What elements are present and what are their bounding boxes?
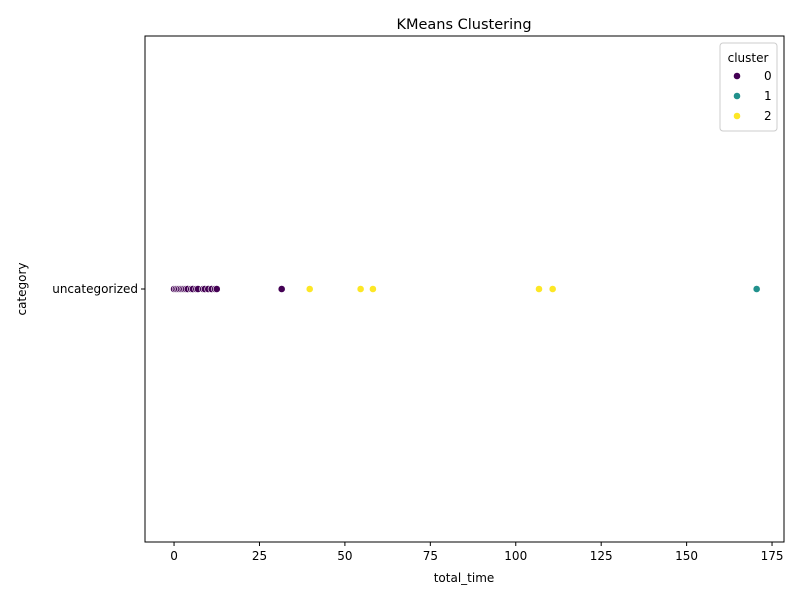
x-tick-label: 100 xyxy=(504,549,527,563)
data-point-cluster-2 xyxy=(369,285,377,293)
x-tick-label: 175 xyxy=(761,549,784,563)
data-point-cluster-2 xyxy=(305,285,314,293)
x-tick-label: 75 xyxy=(423,549,438,563)
y-tick-label: uncategorized xyxy=(52,282,138,296)
x-axis-ticks: 0 25 50 75 100 125 150 175 xyxy=(170,542,783,563)
data-point-cluster-2 xyxy=(548,285,557,293)
data-point-cluster-0 xyxy=(212,285,221,293)
x-tick-label: 50 xyxy=(337,549,352,563)
legend-marker-2 xyxy=(733,112,741,120)
x-tick-label: 0 xyxy=(170,549,178,563)
legend-label-1: 1 xyxy=(764,89,772,103)
data-point-cluster-2 xyxy=(356,285,365,293)
y-axis-ticks: uncategorized xyxy=(52,282,145,296)
data-points xyxy=(170,285,761,293)
legend-marker-1 xyxy=(733,92,741,100)
data-point-cluster-2 xyxy=(535,285,543,293)
legend-label-0: 0 xyxy=(764,69,772,83)
legend-label-2: 2 xyxy=(764,109,772,123)
legend: cluster 0 1 2 xyxy=(719,42,778,132)
x-tick-label: 150 xyxy=(675,549,698,563)
data-point-cluster-0 xyxy=(277,285,286,293)
x-tick-label: 25 xyxy=(252,549,267,563)
legend-entries: 0 1 2 xyxy=(733,69,772,123)
y-axis-label: category xyxy=(15,262,29,315)
x-tick-label: 125 xyxy=(590,549,613,563)
x-axis-label: total_time xyxy=(434,571,495,585)
legend-marker-0 xyxy=(733,72,741,80)
legend-title: cluster xyxy=(728,51,769,65)
legend-box xyxy=(719,42,778,132)
chart-title: KMeans Clustering xyxy=(396,17,531,33)
data-point-cluster-1 xyxy=(752,285,761,293)
plot-area xyxy=(144,35,785,543)
